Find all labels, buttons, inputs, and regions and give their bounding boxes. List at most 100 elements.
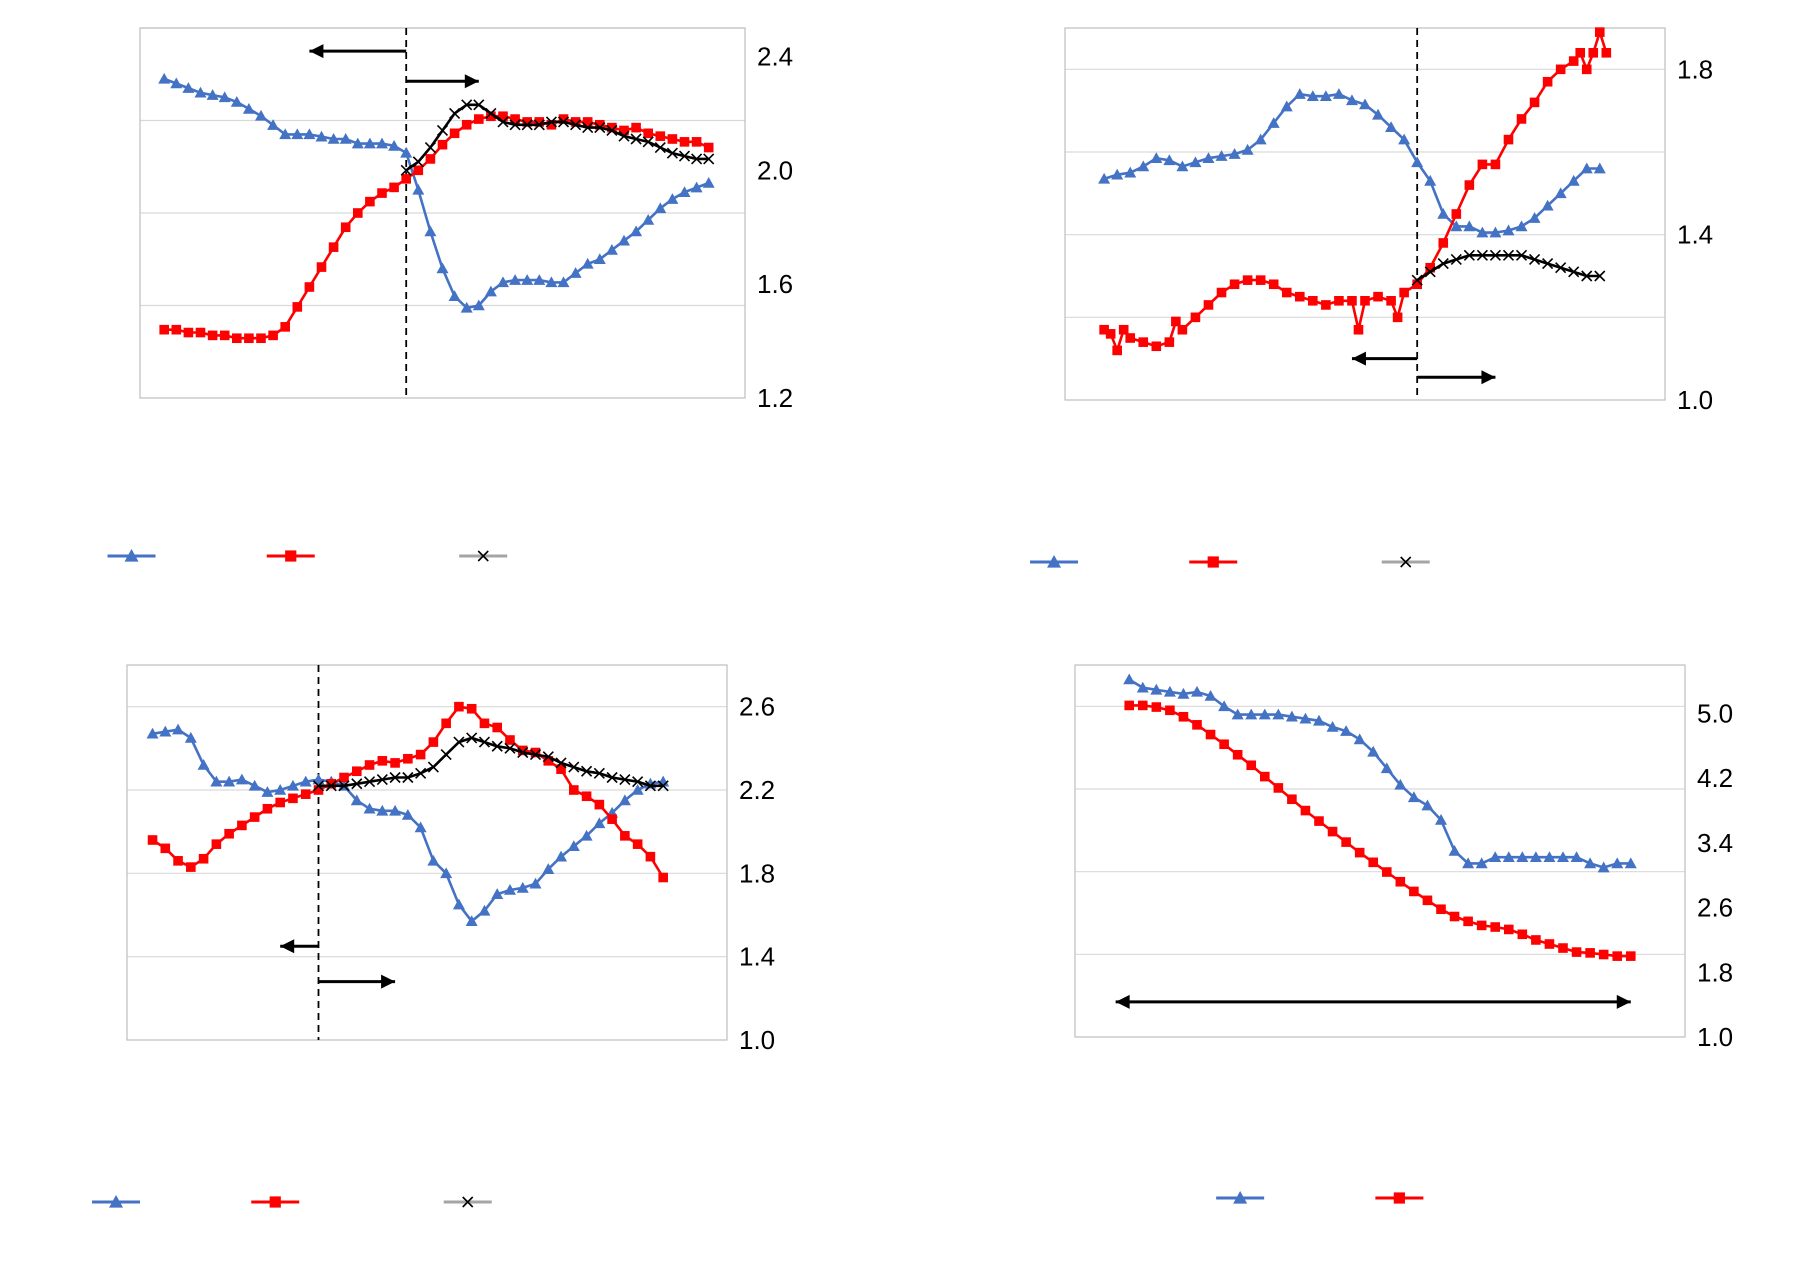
headway-marker [1463, 916, 1473, 927]
y2-tick-label: 1.8 [1677, 54, 1713, 84]
speed-marker [1163, 154, 1176, 166]
speed-marker [351, 137, 364, 149]
headway-marker [1373, 291, 1383, 302]
expected-headway-marker [606, 124, 618, 137]
headway-marker [1436, 904, 1446, 915]
expected-headway-marker [557, 116, 570, 128]
expected-headway-marker [449, 107, 461, 119]
expected-headway-marker [545, 116, 557, 128]
headway-marker [619, 125, 629, 136]
headway-marker [207, 330, 218, 341]
legend-item-headway [1189, 556, 1238, 568]
headway-marker [1531, 935, 1541, 945]
speed-marker [631, 784, 644, 795]
headway-marker [1568, 56, 1579, 66]
speed-marker [1258, 708, 1271, 720]
legend-item-headway [251, 1196, 300, 1208]
y2-tick-label: 3.4 [1697, 828, 1733, 858]
speed-marker [255, 109, 267, 121]
series-line [1128, 678, 1631, 869]
speed-marker [1345, 94, 1358, 106]
speed-marker [1241, 143, 1254, 155]
headway-marker [1412, 279, 1422, 290]
speed-marker [581, 257, 594, 269]
headway-marker [558, 114, 569, 124]
speed-marker [1450, 220, 1463, 232]
headway-marker [1281, 287, 1292, 298]
speed-marker [1136, 681, 1149, 693]
speed-marker [158, 72, 171, 84]
headway-marker [219, 330, 230, 341]
speed-marker [1367, 745, 1380, 757]
speed-marker [242, 102, 255, 114]
headway-marker [232, 333, 242, 344]
speed-marker [414, 821, 427, 833]
y2-tick-label: 1.2 [757, 383, 793, 413]
speed-marker [400, 146, 413, 158]
headway-marker [1612, 951, 1623, 961]
speed-marker [478, 904, 491, 916]
plot-frame [1064, 27, 1666, 401]
headway-marker [492, 722, 503, 733]
expected-headway-marker [642, 136, 654, 148]
speed-marker [124, 549, 139, 562]
headway-marker [1192, 720, 1202, 730]
headway-marker [288, 793, 298, 804]
speed-marker [230, 96, 243, 107]
headway-marker [556, 764, 566, 774]
headway-marker [403, 753, 413, 764]
speed-marker [235, 773, 248, 785]
speed-marker [1529, 851, 1542, 862]
headway-marker [1588, 48, 1599, 58]
expected-headway-marker [1400, 556, 1412, 568]
headway-marker [316, 262, 327, 272]
headway-marker [1314, 816, 1324, 826]
headway-marker [364, 760, 375, 770]
speed-marker [1124, 166, 1137, 178]
headway-marker [658, 872, 668, 883]
headway-marker [1422, 895, 1433, 906]
speed-marker [350, 794, 363, 806]
headway-marker [1308, 296, 1318, 306]
headway-marker [1321, 300, 1331, 310]
speed-marker [1567, 174, 1580, 186]
speed-marker [1380, 762, 1393, 774]
speed-marker [1407, 791, 1420, 803]
speed-marker [1228, 148, 1241, 159]
headway-marker [1601, 48, 1612, 58]
headway-marker [461, 119, 472, 130]
chart-b: 1.0 1.4 1.8 [1030, 27, 1713, 568]
expected-headway-marker [424, 141, 436, 154]
expected-headway-marker [666, 147, 678, 159]
headway-marker [1464, 180, 1475, 190]
headway-marker [643, 128, 653, 139]
headway-marker [1151, 702, 1162, 712]
headway-marker [474, 114, 484, 124]
speed-marker [521, 274, 534, 285]
speed-marker [618, 794, 631, 806]
headway-marker [1449, 911, 1460, 922]
speed-marker [542, 863, 555, 874]
headway-marker [275, 797, 285, 808]
speed-marker [376, 137, 388, 149]
expected-headway-marker [473, 99, 485, 111]
headway-marker [1571, 947, 1582, 957]
speed-marker [1150, 683, 1163, 695]
headway-marker [1216, 287, 1227, 298]
speed-marker [678, 186, 691, 197]
expected-headway-marker [619, 774, 631, 786]
headway-marker [1300, 805, 1311, 816]
expected-headway-marker [1476, 249, 1488, 261]
headway-marker [517, 745, 528, 756]
speed-marker [376, 804, 389, 816]
y2-tick-label: 1.4 [1677, 220, 1713, 250]
y2-tick-label: 1.8 [739, 858, 775, 888]
headway-marker [1490, 159, 1501, 170]
speed-marker [642, 213, 655, 225]
headway-marker [1268, 279, 1279, 290]
headway-marker [1138, 337, 1149, 347]
headway-marker [703, 142, 714, 153]
speed-marker [1332, 88, 1345, 99]
series-headway [147, 701, 668, 883]
headway-marker [449, 128, 460, 139]
